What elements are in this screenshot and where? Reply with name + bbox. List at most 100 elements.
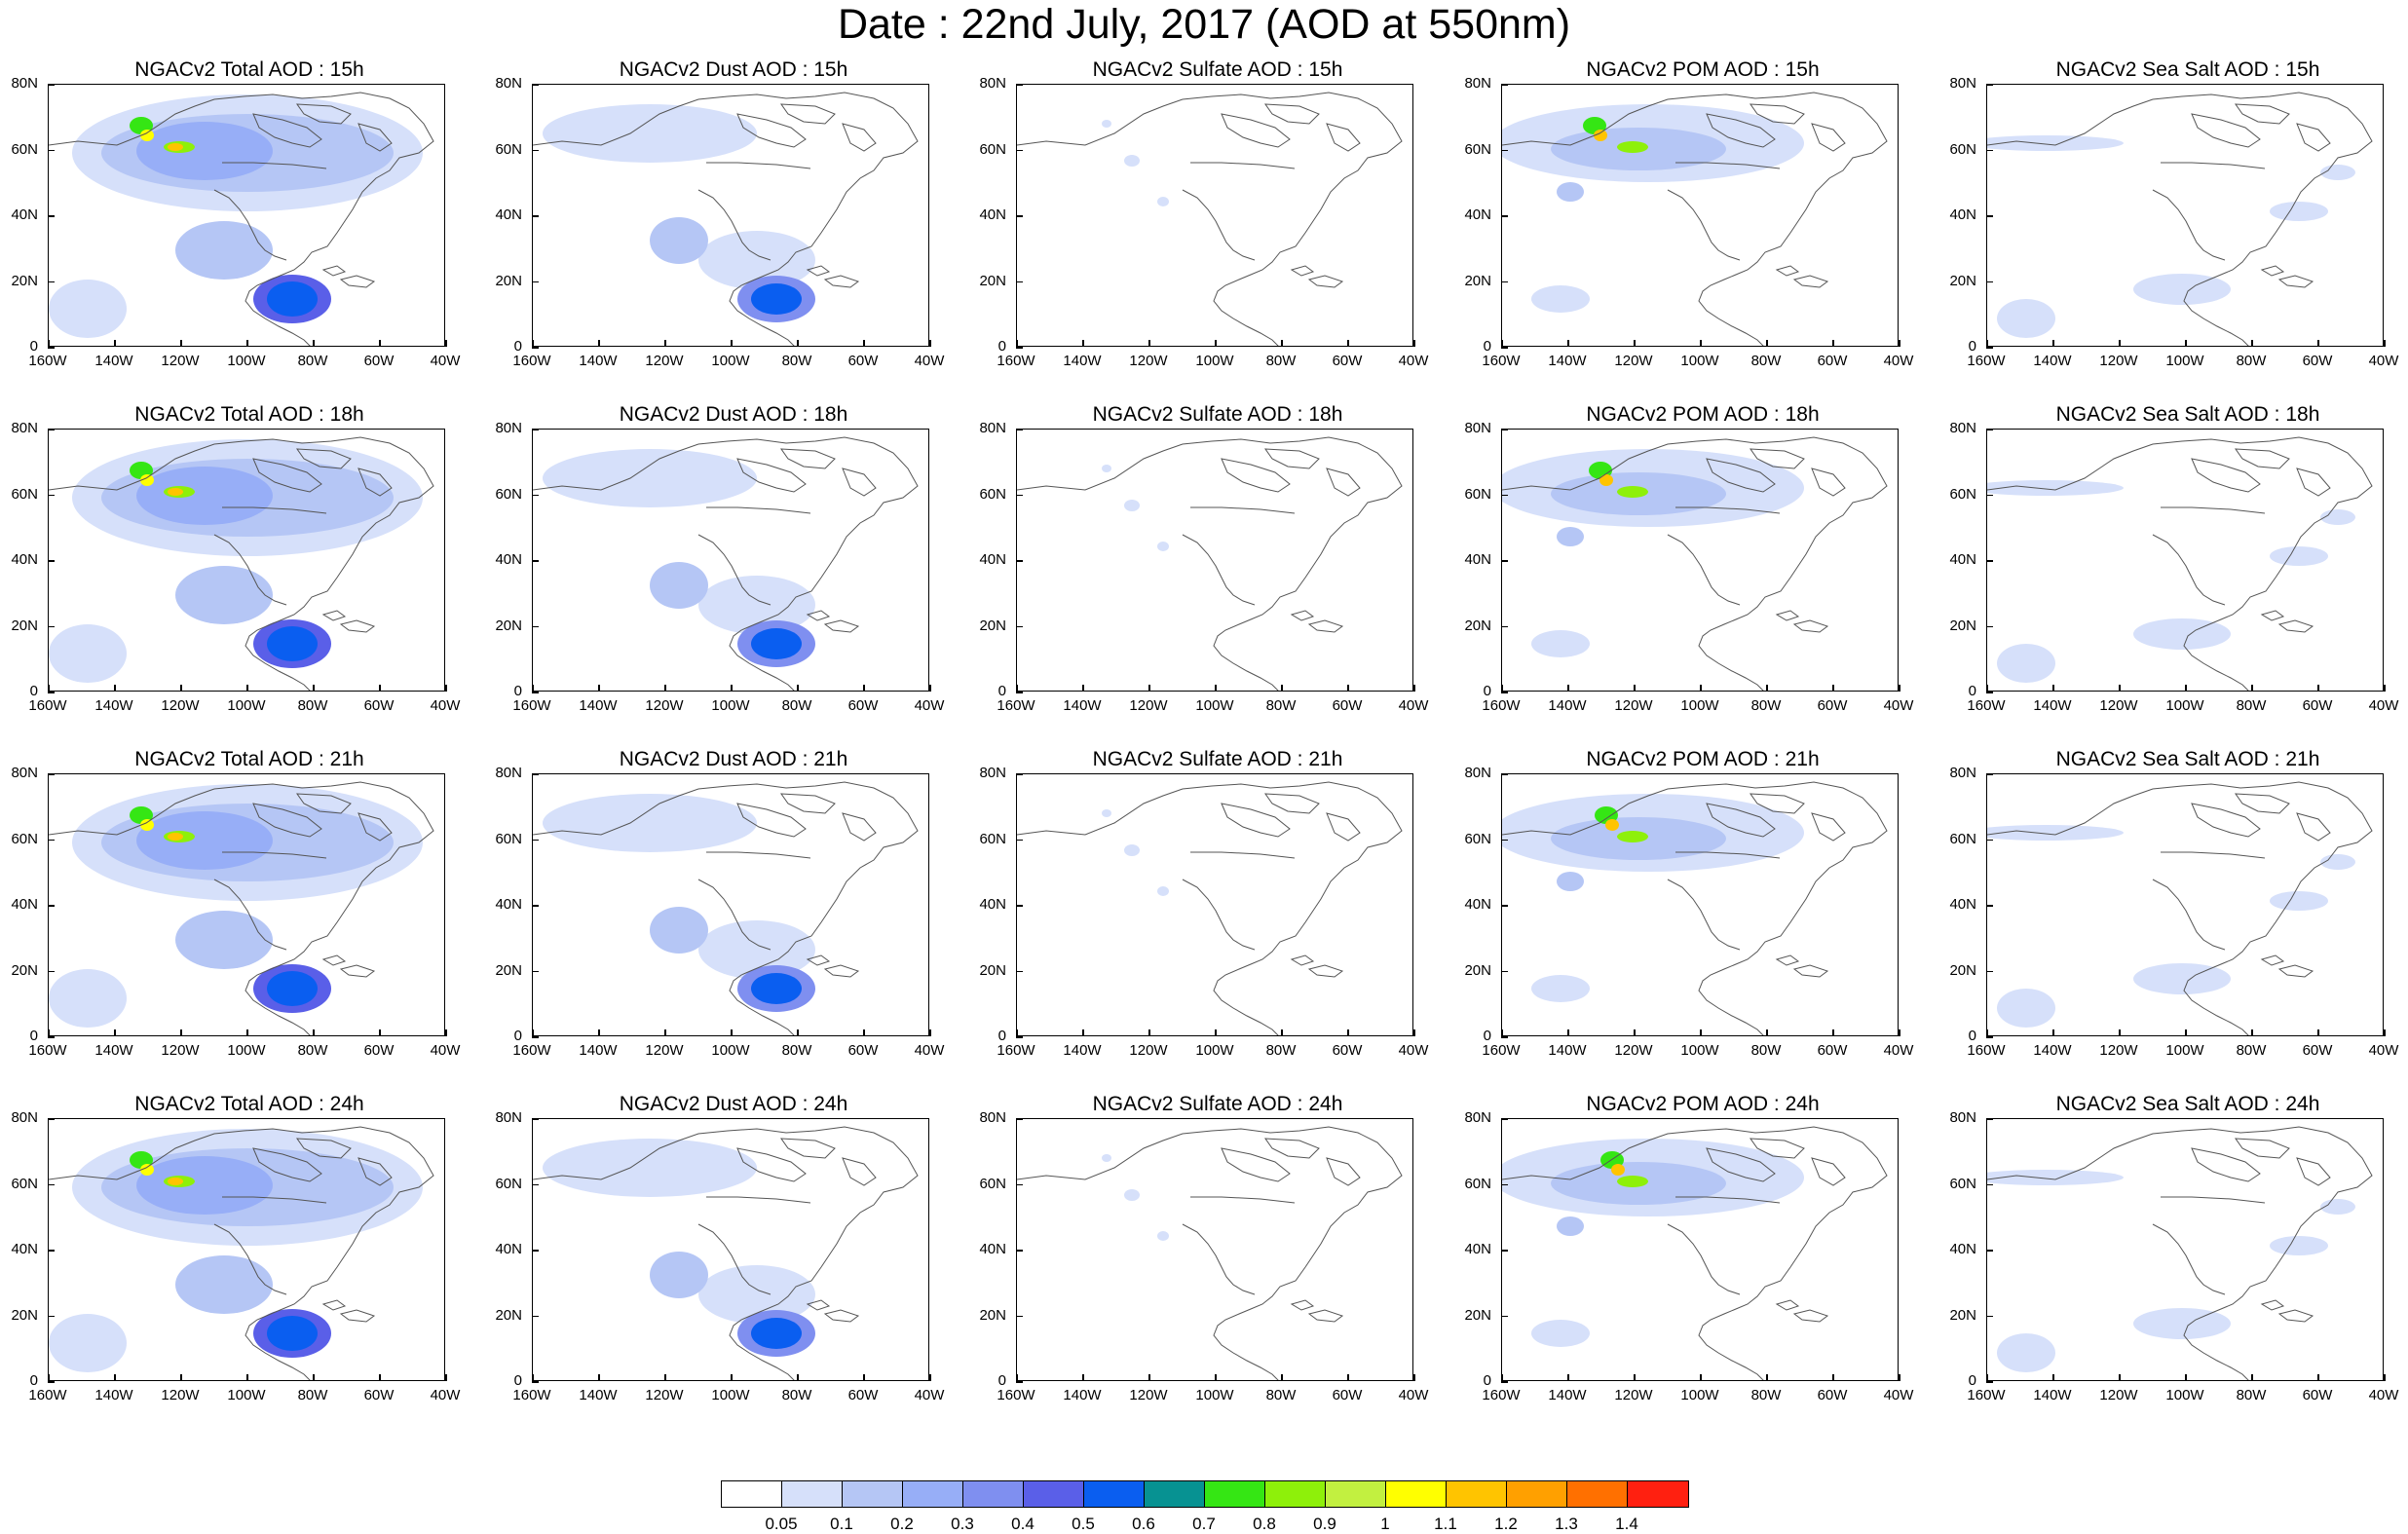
- longitude-tick-label: 60W: [1332, 697, 1363, 714]
- longitude-tick-label: 160W: [28, 1042, 67, 1059]
- longitude-tick-label: 40W: [1883, 1387, 1914, 1403]
- colorbar-label: 0.3: [951, 1515, 974, 1533]
- longitude-tick: [114, 685, 116, 692]
- coastline: [2191, 113, 2261, 148]
- panel-title: NGACv2 POM AOD : 18h: [1586, 403, 1820, 426]
- coastline: [1811, 468, 1846, 497]
- aod-field: [1102, 465, 1111, 472]
- aod-map: [49, 1126, 434, 1380]
- latitude-tick: [1016, 905, 1023, 907]
- latitude-tick-label: 60N: [1464, 485, 1491, 503]
- coastline: [1290, 265, 1315, 277]
- longitude-tick: [2185, 340, 2187, 347]
- latitude-tick-label: 20N: [1464, 961, 1491, 979]
- longitude-tick: [1082, 1029, 1084, 1036]
- longitude-tick: [1347, 1374, 1349, 1381]
- latitude-tick-label: 60N: [495, 140, 522, 158]
- longitude-tick: [48, 340, 50, 347]
- coastline: [1307, 275, 1344, 288]
- latitude-tick: [48, 905, 55, 907]
- latitude-tick: [1501, 347, 1508, 349]
- longitude-tick: [863, 1029, 865, 1036]
- aod-map: [1017, 436, 1403, 691]
- latitude-tick: [1016, 692, 1023, 693]
- latitude-tick-label: 60N: [1949, 1175, 1976, 1192]
- latitude-tick: [1986, 84, 1993, 86]
- longitude-tick-label: 100W: [227, 353, 266, 369]
- latitude-tick: [1501, 281, 1508, 282]
- latitude-tick-label: 40N: [1949, 1241, 1976, 1257]
- latitude-tick: [1986, 1183, 1993, 1185]
- coastline: [339, 1309, 376, 1323]
- longitude-tick-label: 140W: [1063, 1042, 1102, 1059]
- longitude-tick-label: 40W: [2368, 697, 2399, 714]
- longitude-tick-label: 40W: [2368, 1042, 2399, 1059]
- map-frame: [1501, 1118, 1899, 1381]
- latitude-tick-label: 80N: [979, 765, 1006, 781]
- latitude-tick-label: 80N: [495, 1109, 522, 1126]
- panel-title: NGACv2 Sea Salt AOD : 24h: [2055, 1093, 2320, 1115]
- longitude-tick-label: 80W: [1265, 1387, 1297, 1403]
- map-frame: [48, 1118, 445, 1381]
- coastline: [1307, 1309, 1344, 1323]
- figure-title: Date : 22nd July, 2017 (AOD at 550nm): [837, 1, 1571, 48]
- longitude-tick-label: 60W: [363, 697, 395, 714]
- longitude-tick-label: 80W: [297, 697, 328, 714]
- latitude-tick: [532, 1183, 539, 1185]
- longitude-tick-label: 140W: [94, 1042, 133, 1059]
- latitude-tick: [532, 149, 539, 151]
- longitude-tick: [48, 685, 50, 692]
- longitude-tick-label: 120W: [1129, 353, 1168, 369]
- aod-field: [751, 1318, 802, 1349]
- longitude-tick: [1413, 685, 1415, 692]
- latitude-tick: [48, 149, 55, 151]
- aod-field: [136, 467, 273, 525]
- aod-field: [1157, 197, 1169, 206]
- longitude-tick: [445, 340, 447, 347]
- longitude-tick-label: 60W: [363, 1387, 395, 1403]
- coastline: [1190, 851, 1296, 859]
- panel-title: NGACv2 Sea Salt AOD : 15h: [2055, 58, 2320, 81]
- latitude-tick: [1016, 84, 1023, 86]
- longitude-tick-label: 140W: [1548, 1387, 1587, 1403]
- longitude-tick-label: 160W: [1967, 1387, 2006, 1403]
- coastline: [321, 610, 347, 621]
- longitude-tick-label: 120W: [2099, 353, 2138, 369]
- coastline: [1182, 189, 1256, 261]
- latitude-tick: [48, 560, 55, 562]
- longitude-tick: [1899, 685, 1900, 692]
- latitude-tick-label: 60N: [11, 485, 38, 503]
- map-panel: NGACv2 Sea Salt AOD : 24h 80N 60N 40N 20N 0 16…: [1943, 1093, 2408, 1439]
- coastline: [252, 113, 322, 148]
- aod-field: [650, 217, 708, 264]
- latitude-tick: [1016, 494, 1023, 496]
- longitude-tick: [664, 1029, 666, 1036]
- latitude-tick: [1016, 149, 1023, 151]
- panel-title: NGACv2 Total AOD : 21h: [134, 748, 364, 770]
- coastline: [1987, 436, 2373, 691]
- longitude-tick-label: 80W: [1750, 697, 1782, 714]
- longitude-tick: [1215, 1374, 1217, 1381]
- longitude-tick: [863, 685, 865, 692]
- coastline: [1290, 1299, 1315, 1311]
- latitude-tick-label: 20N: [495, 617, 522, 634]
- longitude-tick: [313, 340, 315, 347]
- latitude-tick-label: 20N: [11, 961, 38, 979]
- latitude-tick: [1986, 1381, 1993, 1383]
- latitude-tick: [532, 494, 539, 496]
- longitude-tick: [1148, 685, 1150, 692]
- coastline: [1749, 448, 1805, 469]
- longitude-tick: [1148, 1374, 1150, 1381]
- aod-map: [49, 92, 434, 346]
- aod-field: [168, 143, 183, 151]
- longitude-tick: [1634, 1029, 1636, 1036]
- latitude-tick: [532, 84, 539, 86]
- longitude-tick-label: 120W: [1129, 1387, 1168, 1403]
- latitude-tick-label: 0: [997, 683, 1006, 699]
- aod-field: [136, 122, 273, 180]
- latitude-tick: [48, 1183, 55, 1185]
- coastline: [2191, 803, 2261, 838]
- latitude-tick: [48, 773, 55, 775]
- longitude-tick-label: 120W: [161, 1042, 200, 1059]
- panel-title: NGACv2 Sulfate AOD : 15h: [1092, 58, 1343, 81]
